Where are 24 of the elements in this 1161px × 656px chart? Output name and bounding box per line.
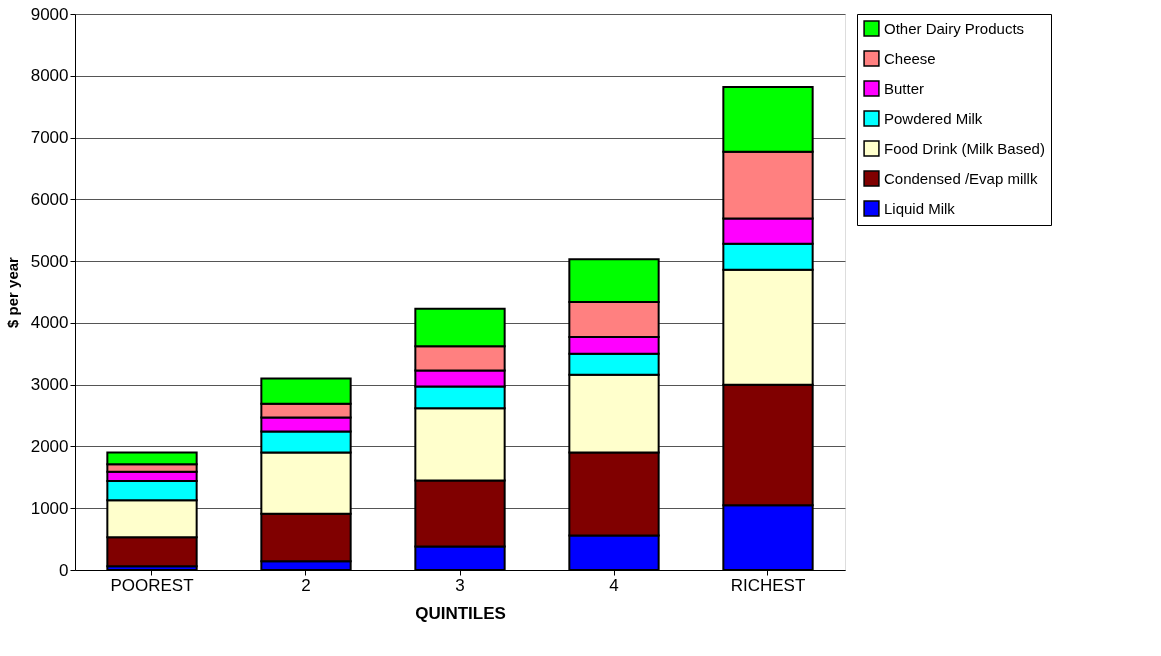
legend-label: Food Drink (Milk Based) xyxy=(884,139,1045,157)
y-tick-label: 8000 xyxy=(30,66,69,86)
legend-label: Powdered Milk xyxy=(884,109,983,127)
legend-label: Liquid Milk xyxy=(884,199,956,217)
legend-label: Butter xyxy=(884,79,925,97)
y-tick-label: 3000 xyxy=(30,375,69,395)
y-tick-label: 0 xyxy=(59,560,69,580)
y-tick-label: 2000 xyxy=(30,436,69,456)
x-tick-label: 4 xyxy=(609,575,619,595)
x-tick-label: POOREST xyxy=(110,575,194,595)
legend-label: Other Dairy Products xyxy=(884,19,1025,37)
y-tick-label: 7000 xyxy=(30,128,69,148)
x-tick-label: RICHEST xyxy=(730,575,806,595)
legend-label: Cheese xyxy=(884,49,936,67)
y-tick-label: 4000 xyxy=(30,313,69,333)
legend-label: Condensed /Evap millk xyxy=(884,169,1038,187)
y-tick-label: 6000 xyxy=(30,189,69,209)
y-tick-label: 5000 xyxy=(30,251,69,271)
y-tick-label: 9000 xyxy=(30,4,69,24)
x-tick-label: 3 xyxy=(455,575,465,595)
y-axis-title: $ per year xyxy=(3,256,21,328)
x-axis-title: QUINTILES xyxy=(415,603,506,623)
x-tick-label: 2 xyxy=(301,575,311,595)
y-tick-label: 1000 xyxy=(30,498,69,518)
